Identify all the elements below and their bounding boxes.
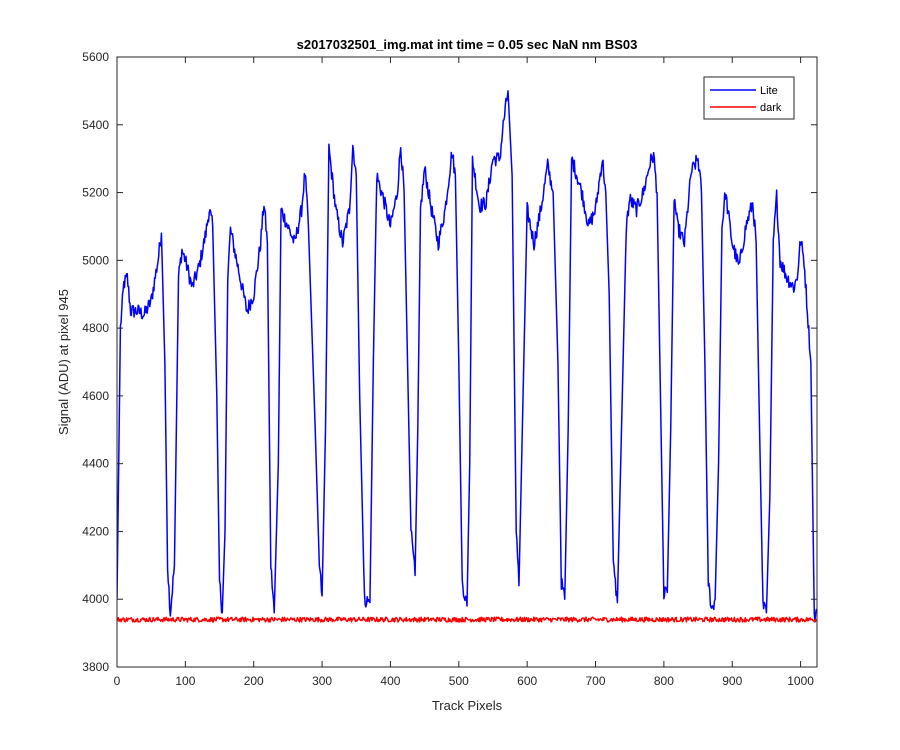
x-axis: 0 100 200 300 400 500 600 700 800 900 1000: [114, 57, 814, 688]
series-line-lite: [117, 90, 817, 623]
y-tick-label: 3800: [82, 660, 109, 674]
y-tick-label: 5000: [82, 253, 109, 267]
y-tick-label: 4200: [82, 524, 109, 538]
x-tick-label: 700: [586, 674, 606, 688]
plot-area: [117, 90, 817, 623]
x-tick-label: 0: [114, 674, 121, 688]
legend: Lite dark: [703, 76, 795, 120]
y-tick-label: 5600: [82, 50, 109, 64]
plot-frame: [116, 56, 818, 668]
chart-title: s2017032501_img.mat int time = 0.05 sec …: [297, 37, 638, 52]
legend-label-lite: Lite: [760, 85, 778, 97]
series-layer: [117, 90, 817, 623]
y-tick-label: 5400: [82, 118, 109, 132]
x-tick-label: 300: [312, 674, 332, 688]
y-tick-label: 4800: [82, 321, 109, 335]
y-tick-label: 4000: [82, 592, 109, 606]
x-tick-label: 100: [175, 674, 195, 688]
y-axis: 3800 4000 4200 4400 4600 4800 5000 5200 5400 5600: [82, 50, 817, 674]
x-tick-label: 1000: [787, 674, 814, 688]
series-line-dark: [117, 616, 817, 623]
x-tick-label: 900: [722, 674, 742, 688]
x-tick-label: 800: [654, 674, 674, 688]
y-axis-label: Signal (ADU) at pixel 945: [56, 289, 71, 435]
y-tick-label: 4600: [82, 389, 109, 403]
x-tick-label: 200: [244, 674, 264, 688]
x-tick-label: 600: [517, 674, 537, 688]
x-axis-label: Track Pixels: [432, 698, 503, 713]
x-tick-label: 400: [380, 674, 400, 688]
y-tick-label: 4400: [82, 457, 109, 471]
y-tick-label: 5200: [82, 186, 109, 200]
legend-box: [703, 76, 795, 120]
legend-label-dark: dark: [760, 102, 782, 114]
x-tick-label: 500: [449, 674, 469, 688]
